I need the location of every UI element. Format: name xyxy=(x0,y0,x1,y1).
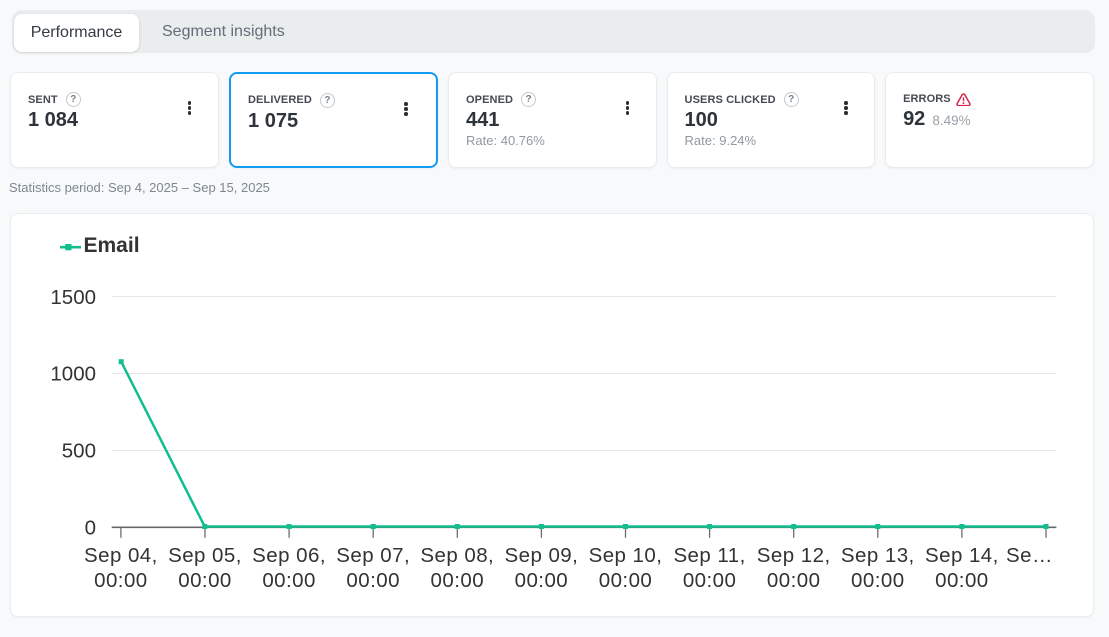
svg-text:00:00: 00:00 xyxy=(346,569,400,592)
svg-text:Sep 05,: Sep 05, xyxy=(168,544,242,567)
svg-text:Sep 14,: Sep 14, xyxy=(925,544,999,567)
svg-text:Sep 12,: Sep 12, xyxy=(757,544,831,567)
svg-text:00:00: 00:00 xyxy=(431,569,485,592)
svg-text:00:00: 00:00 xyxy=(935,569,989,592)
svg-text:00:00: 00:00 xyxy=(683,569,737,592)
svg-text:Sep 06,: Sep 06, xyxy=(252,544,326,567)
svg-text:500: 500 xyxy=(62,439,96,462)
svg-text:1000: 1000 xyxy=(50,362,96,385)
svg-text:Se…: Se… xyxy=(1006,544,1053,567)
svg-text:Sep 09,: Sep 09, xyxy=(504,544,578,567)
svg-text:00:00: 00:00 xyxy=(599,569,653,592)
svg-text:00:00: 00:00 xyxy=(851,569,905,592)
svg-text:Sep 13,: Sep 13, xyxy=(841,544,915,567)
svg-text:Sep 11,: Sep 11, xyxy=(673,544,745,567)
svg-text:00:00: 00:00 xyxy=(178,569,232,592)
svg-text:00:00: 00:00 xyxy=(515,569,569,592)
svg-text:00:00: 00:00 xyxy=(767,569,821,592)
svg-text:Sep 07,: Sep 07, xyxy=(336,544,410,567)
svg-text:00:00: 00:00 xyxy=(94,569,148,592)
svg-text:00:00: 00:00 xyxy=(262,569,316,592)
svg-text:Sep 04,: Sep 04, xyxy=(84,544,158,567)
svg-text:Sep 08,: Sep 08, xyxy=(420,544,494,567)
svg-text:0: 0 xyxy=(85,516,96,539)
svg-text:1500: 1500 xyxy=(50,286,96,309)
svg-text:Sep 10,: Sep 10, xyxy=(589,544,663,567)
